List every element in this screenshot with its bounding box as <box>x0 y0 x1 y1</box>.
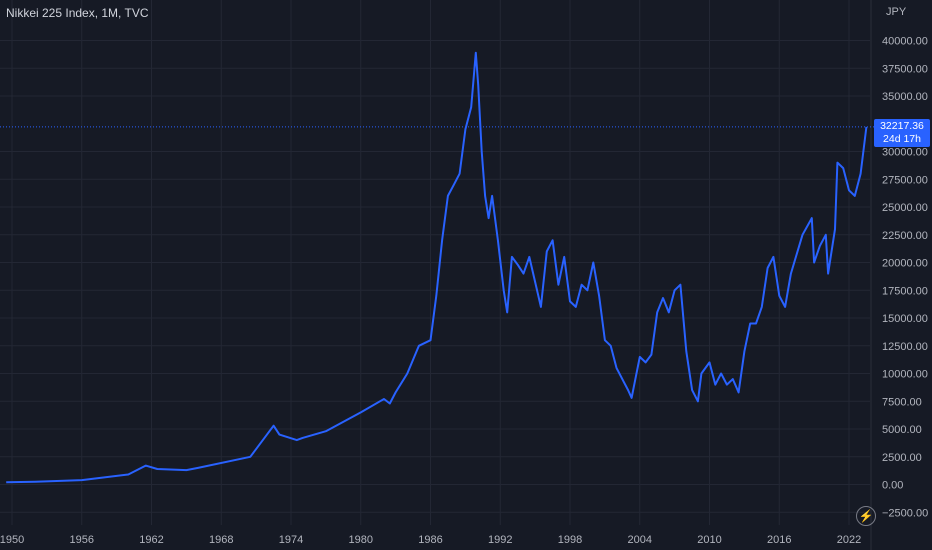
x-tick-label: 1950 <box>0 534 24 546</box>
y-tick-label: 2500.00 <box>882 452 922 464</box>
x-tick-label: 1968 <box>209 534 233 546</box>
y-tick-label: 0.00 <box>882 480 903 492</box>
y-tick-label: 30000.00 <box>882 147 928 159</box>
x-tick-label: 1986 <box>418 534 442 546</box>
y-tick-label: 15000.00 <box>882 313 928 325</box>
y-tick-label: 40000.00 <box>882 36 928 48</box>
x-tick-label: 1998 <box>558 534 582 546</box>
y-tick-label: 22500.00 <box>882 230 928 242</box>
x-tick-label: 1974 <box>279 534 303 546</box>
x-tick-label: 2022 <box>837 534 861 546</box>
x-tick-label: 1980 <box>349 534 373 546</box>
x-tick-label: 2016 <box>767 534 791 546</box>
lightning-icon[interactable]: ⚡ <box>856 506 876 526</box>
series-line-nikkei-225 <box>6 51 868 484</box>
x-tick-label: 1956 <box>70 534 94 546</box>
y-tick-label: 10000.00 <box>882 369 928 381</box>
chart-title: Nikkei 225 Index, 1M, TVC <box>6 6 149 20</box>
x-tick-label: 2004 <box>628 534 652 546</box>
y-tick-label: 17500.00 <box>882 285 928 297</box>
y-tick-label: 25000.00 <box>882 202 928 214</box>
last-price-value: 32217.36 <box>880 120 924 132</box>
y-tick-label: 12500.00 <box>882 341 928 353</box>
bar-countdown: 24d 17h <box>883 133 921 145</box>
currency-label: JPY <box>886 6 907 18</box>
y-tick-label: 35000.00 <box>882 91 928 103</box>
y-tick-label: 27500.00 <box>882 174 928 186</box>
x-tick-label: 1992 <box>488 534 512 546</box>
y-tick-label: 7500.00 <box>882 396 922 408</box>
x-tick-label: 2010 <box>697 534 721 546</box>
y-tick-label: 37500.00 <box>882 63 928 75</box>
last-price-tag: 32217.36 24d 17h <box>874 119 930 147</box>
x-tick-label: 1962 <box>139 534 163 546</box>
y-tick-label: −2500.00 <box>882 507 928 519</box>
y-tick-label: 20000.00 <box>882 258 928 270</box>
y-tick-label: 5000.00 <box>882 424 922 436</box>
